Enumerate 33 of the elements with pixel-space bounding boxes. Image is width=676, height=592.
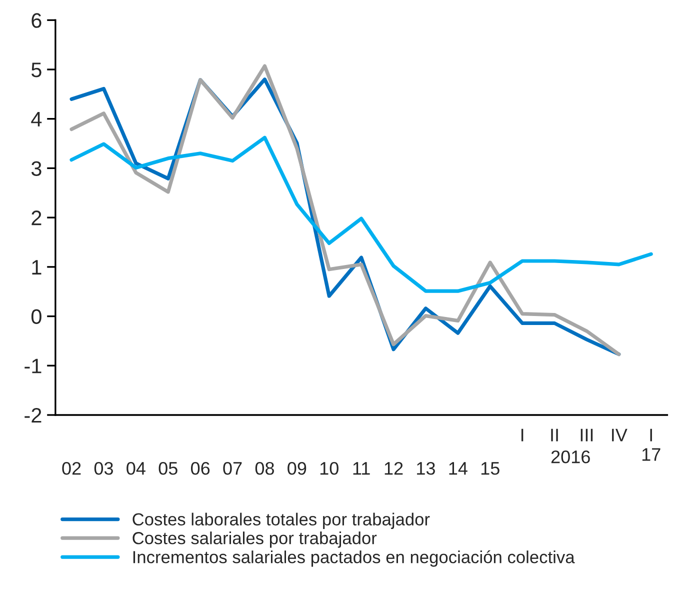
legend-label: Incrementos salariales pactados en negociación colectiva bbox=[133, 550, 575, 567]
x-tick-label: 11 bbox=[353, 462, 370, 475]
y-tick-label: 2 bbox=[32, 210, 42, 226]
y-tick-label: 4 bbox=[31, 112, 42, 126]
y-tick-label: 0 bbox=[31, 309, 42, 324]
legend-label: Costes laborales totales por trabajador bbox=[132, 512, 430, 529]
x-tick-label: IV bbox=[612, 428, 628, 442]
x-tick-label: 14 bbox=[449, 462, 468, 475]
y-tick-label: 3 bbox=[31, 161, 42, 176]
x-tick-label: 10 bbox=[320, 462, 338, 475]
line-series bbox=[70, 136, 653, 293]
x-tick-label: I bbox=[521, 428, 524, 442]
x-tick-label: 15 bbox=[481, 462, 500, 475]
x-tick-label: 12 bbox=[384, 462, 403, 475]
y-tick-label: -2 bbox=[24, 408, 42, 423]
x-tick-label: 09 bbox=[288, 462, 306, 475]
x-tick-label: 08 bbox=[255, 462, 274, 475]
x-tick-label: III bbox=[580, 428, 593, 442]
y-tick-label: 1 bbox=[32, 260, 42, 274]
x-tick-label: II bbox=[551, 428, 558, 442]
x-tick-label: 07 bbox=[223, 462, 242, 475]
x-tick-label: 05 bbox=[158, 462, 178, 475]
x-tick-label: 13 bbox=[417, 462, 435, 475]
y-tick-label: 5 bbox=[31, 62, 42, 78]
legend-label: Costes salariales por trabajador bbox=[132, 532, 377, 548]
x-tick-label: 04 bbox=[126, 462, 146, 475]
y-tick-label: -1 bbox=[24, 358, 42, 374]
y-tick-label: 6 bbox=[32, 13, 42, 28]
x-tick-label: 06 bbox=[190, 462, 210, 475]
x-tick-label: 02 bbox=[62, 462, 81, 475]
x-tick-label: 03 bbox=[94, 462, 113, 475]
x-tick-label: I 17 bbox=[642, 428, 660, 461]
text: 2016 bbox=[551, 450, 590, 464]
